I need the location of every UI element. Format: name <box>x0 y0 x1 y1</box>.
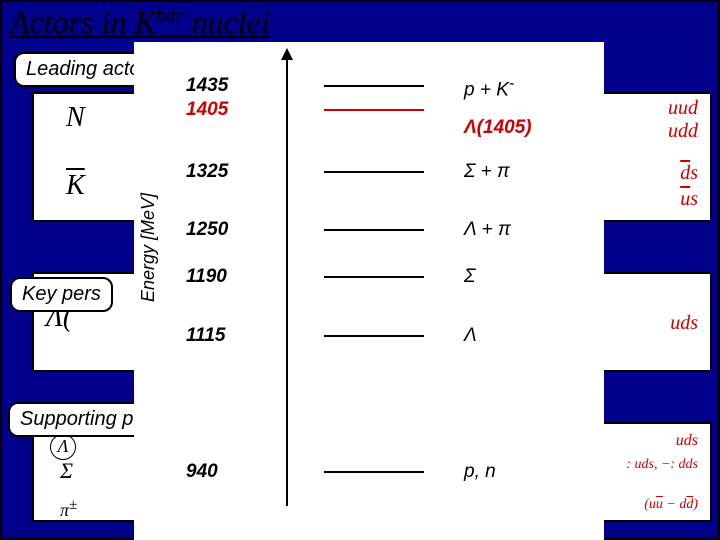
quark-us: us <box>680 188 698 211</box>
level-label: Σ + π <box>464 161 510 183</box>
y-axis-arrow-icon <box>281 48 293 60</box>
level-line <box>324 229 424 231</box>
energy-level: 1250 Λ + π <box>134 219 604 243</box>
level-value: 940 <box>186 461 256 483</box>
symbol-pi: π± <box>60 497 77 521</box>
energy-level: 1115 Λ <box>134 325 604 349</box>
level-value: 1115 <box>186 325 256 347</box>
energy-level: 940 p, n <box>134 461 604 485</box>
energy-panel: Energy [MeV] 1435p + K-1405Λ(1405)1325Σ … <box>134 42 604 540</box>
level-value: 1250 <box>186 219 256 241</box>
quark-dds: : uds, −: dds <box>626 457 698 473</box>
level-line <box>324 276 424 278</box>
quark-udd: udd <box>668 120 698 143</box>
energy-level: 1435 p + K- <box>134 75 604 99</box>
level-value: 1435 <box>186 75 256 97</box>
symbol-Sig: Σ <box>60 458 73 484</box>
level-value: 1325 <box>186 161 256 183</box>
badge-supporting: Supporting p <box>8 402 145 437</box>
level-label: Σ <box>464 266 475 288</box>
quark-uds: uds <box>670 312 698 335</box>
quark-uds2: uds <box>676 432 698 450</box>
level-label: Λ(1405) <box>464 117 532 139</box>
level-line <box>324 171 424 173</box>
page-title: Actors in Kbar nuclei <box>10 4 270 41</box>
quark-uud: uud <box>668 97 698 120</box>
energy-level: 1405Λ(1405) <box>134 99 604 123</box>
badge-key: Key pers <box>10 277 113 312</box>
quark-uudd: (uu − dd) <box>644 497 698 513</box>
energy-level: 1190 Σ <box>134 266 604 290</box>
level-label: p + K- <box>464 75 514 101</box>
symbol-N: N <box>66 102 85 134</box>
level-label: Λ + π <box>464 219 511 241</box>
level-line <box>324 471 424 473</box>
level-line <box>324 109 424 111</box>
symbol-Kbar: K <box>66 170 85 202</box>
symbol-Lm: Λ <box>50 434 76 460</box>
energy-level: 1325 Σ + π <box>134 161 604 185</box>
badge-leading: Leading acto <box>14 52 153 87</box>
level-value: 1190 <box>186 266 256 288</box>
level-value: 1405 <box>186 99 256 121</box>
level-line <box>324 85 424 87</box>
level-line <box>324 335 424 337</box>
quark-ds: ds <box>680 162 698 185</box>
level-label: Λ <box>464 325 477 347</box>
level-label: p, n <box>464 461 496 483</box>
